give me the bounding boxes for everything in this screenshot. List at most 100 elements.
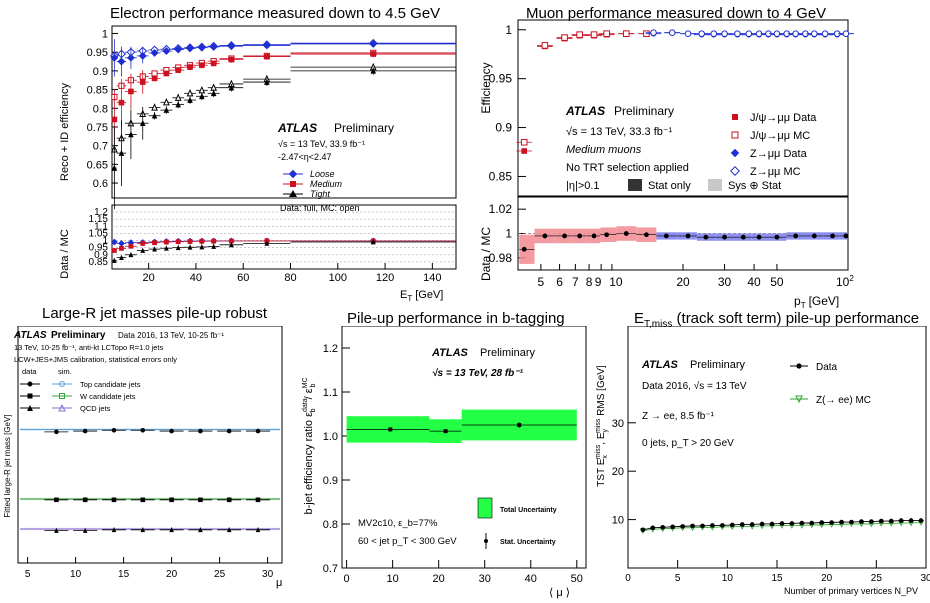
btag-x-tick-label: 0	[344, 573, 350, 585]
jetmass-data-point	[82, 428, 88, 434]
electron-data-point	[118, 99, 125, 106]
met-data-point	[739, 522, 745, 527]
muon-info-1: √s = 13 TeV, 33.3 fb⁻¹	[566, 126, 673, 138]
btag-y-tick-label: 0.9	[323, 475, 338, 487]
electron-data-point	[163, 70, 170, 77]
met-x-tick-label: 20	[821, 573, 833, 584]
btag-x-tick-label: 30	[479, 573, 491, 585]
met-data-point	[690, 523, 695, 529]
electron-y-tick-label: 1	[102, 28, 108, 40]
muon-point	[821, 30, 829, 37]
electron-data-point	[210, 90, 217, 97]
jetmass-panel-title: Large-R jet masses pile-up robust	[42, 305, 268, 322]
muon-ratio-point	[542, 233, 548, 239]
legend-jpsi-mc: J/ψ→μμ MC	[750, 130, 810, 142]
electron-ratio-point	[110, 238, 118, 246]
met-data-point	[839, 519, 844, 525]
electron-x-tick-label: 100	[329, 272, 347, 284]
muon-x-tick-label: 30	[718, 275, 732, 289]
met-data-point	[779, 521, 785, 526]
jetmass-info-2: LCW+JES+JMS calibration, statistical err…	[14, 355, 177, 364]
met-data-point	[730, 522, 735, 528]
muon-x-tick-label: 9	[595, 275, 602, 289]
met-data-point	[680, 524, 685, 529]
jetmass-data-point	[226, 497, 232, 503]
met-data-point	[809, 520, 815, 526]
electron-y-axis-label: Reco + ID efficiency	[59, 83, 71, 181]
electron-data-point	[228, 84, 235, 91]
electron-x-tick-label: 20	[143, 272, 155, 284]
muon-ratio-point	[756, 234, 762, 240]
electron-data-point	[228, 56, 235, 63]
btag-preliminary-label: Preliminary	[480, 347, 536, 359]
electron-ratio-point	[111, 248, 117, 253]
electron-ratio-point	[119, 254, 124, 261]
jetmass-data-point	[198, 428, 203, 434]
muon-ratio-point	[623, 231, 629, 236]
muon-panel-title: Muon performance measured down to 4 GeV	[526, 5, 827, 22]
legend-met-data: Data	[816, 362, 838, 373]
met-data-point	[759, 521, 765, 527]
electron-y-tick-label: 0.9	[93, 66, 108, 78]
muon-info-3: No TRT selection applied	[566, 162, 689, 174]
electron-y-tick-label: 0.8	[93, 103, 108, 115]
muon-x-tick-label: 20	[676, 275, 690, 289]
met-chart: TST Exmiss, Eymiss RMS [GeV] 10 20 30 0 5 10 1…	[595, 326, 930, 596]
met-info-2: Z → ee, 8.5 fb⁻¹	[642, 411, 715, 422]
legend-z-mc: Z→μμ MC	[750, 166, 801, 178]
electron-data-point	[369, 39, 378, 48]
met-data-point	[749, 522, 755, 527]
jetmass-info-right: Data 2016, 13 TeV, 10-25 fb⁻¹	[118, 331, 224, 340]
legend-w: W candidate jets	[80, 392, 136, 401]
electron-ratio-point	[152, 240, 157, 246]
electron-mc-point	[163, 97, 170, 106]
legend-met-mc: Z(→ ee) MC	[816, 395, 871, 406]
muon-ratio-point	[644, 232, 649, 238]
btag-x-tick-label: 50	[571, 573, 583, 585]
jetmass-data-point	[255, 428, 261, 434]
met-y-tick-label: 20	[612, 466, 624, 478]
muon-point	[842, 30, 850, 37]
muon-ratio-y-axis-label: Data / MC	[479, 227, 493, 281]
muon-efficiency-chart: Efficiency Data / MC 0.85 0.9 0.95 1 0.98 1 1…	[479, 19, 854, 308]
electron-preliminary-label: Preliminary	[334, 121, 394, 135]
muon-ratio-point	[722, 234, 727, 240]
jetmass-x-axis-label: μ	[276, 577, 282, 589]
electron-data-point	[118, 149, 125, 156]
electron-y-tick-label: 0.65	[87, 159, 108, 171]
electron-ratio-point	[119, 245, 124, 251]
btag-data-point	[388, 427, 393, 432]
jetmass-legend: Top candidate jets W candidate jets QCD …	[20, 380, 141, 413]
btag-x-tick-label: 20	[433, 573, 445, 585]
met-y-tick-label: 30	[612, 418, 624, 430]
jetmass-x-tick-label: 15	[118, 569, 130, 580]
btag-y-tick-label: 0.7	[323, 563, 338, 575]
muon-preliminary-label: Preliminary	[614, 104, 674, 118]
jetmass-data-point	[140, 497, 146, 503]
electron-data-point	[186, 44, 194, 53]
btag-y-axis-label: b-jet efficiency ratio εdatab / εMCb	[302, 377, 317, 514]
muon-y-axis-label: Efficiency	[479, 62, 493, 113]
electron-data-point	[210, 60, 217, 67]
muon-point	[811, 30, 818, 37]
muon-ratio-point	[591, 233, 597, 239]
btag-data-point	[443, 429, 448, 434]
electron-ratio-point	[211, 238, 217, 244]
electron-x-tick-label: 80	[284, 272, 296, 284]
electron-panel-title: Electron performance measured down to 4.…	[110, 5, 441, 22]
btag-cut: 60 < jet p_T < 300 GeV	[358, 536, 457, 547]
electron-data-point	[128, 88, 134, 95]
muon-point	[590, 31, 598, 38]
legend-jpsi-data: J/ψ→μμ Data	[750, 112, 817, 124]
electron-mc-point	[186, 88, 194, 97]
electron-info-2: -2.47<η<2.47	[278, 152, 332, 162]
muon-x-tick-label: 40	[747, 275, 761, 289]
legend-top: Top candidate jets	[80, 380, 141, 389]
met-x-tick-label: 0	[625, 573, 631, 584]
jetmass-preliminary-label: Preliminary	[51, 330, 106, 341]
muon-point	[734, 30, 741, 37]
met-data-point	[700, 523, 705, 529]
jetmass-x-tick-label: 25	[214, 569, 226, 580]
electron-mc-point	[151, 103, 158, 111]
muon-ratio-point	[793, 233, 799, 239]
